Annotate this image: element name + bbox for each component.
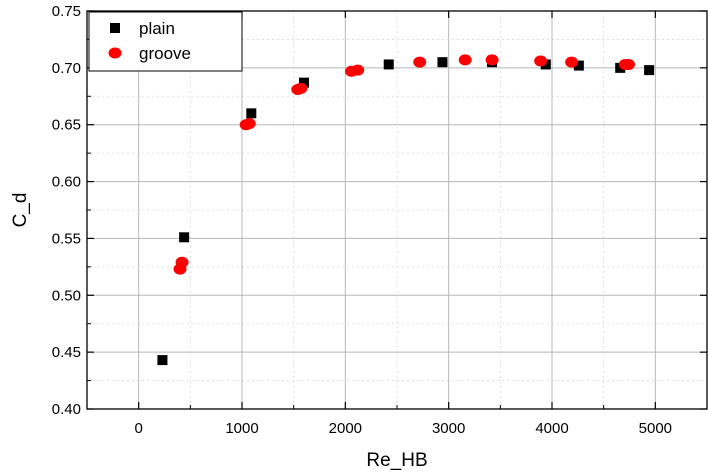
tick-labels: 0 1000 2000 3000 4000 5000 0.40 0.45 0.50 0.55 0.6… — [52, 3, 672, 437]
x-tick-label: 0 — [134, 420, 142, 437]
data-point-plain — [299, 77, 309, 88]
data-point-plain — [179, 232, 190, 243]
legend-marker-groove — [108, 47, 122, 59]
data-point-groove — [565, 56, 579, 68]
grid — [86, 11, 708, 409]
y-axis-title: C_d — [10, 193, 31, 228]
y-tick-label: 0.75 — [52, 3, 81, 20]
data-points — [157, 54, 655, 366]
y-tick-label: 0.50 — [52, 287, 81, 304]
legend-marker-plain — [110, 23, 120, 33]
y-tick-label: 0.70 — [52, 60, 81, 77]
y-tick-label: 0.55 — [52, 230, 81, 247]
data-point-groove — [294, 82, 308, 94]
data-point-plain — [383, 59, 394, 70]
legend-label-plain: plain — [139, 19, 175, 38]
legend-label-groove: groove — [139, 44, 191, 63]
data-point-groove — [485, 54, 499, 66]
x-tick-label: 4000 — [535, 420, 568, 437]
data-point-plain — [540, 59, 551, 70]
data-point-groove — [621, 58, 635, 70]
y-tick-label: 0.60 — [52, 174, 81, 191]
y-tick-label: 0.45 — [52, 344, 81, 361]
data-point-plain — [644, 65, 655, 76]
data-point-groove — [242, 118, 256, 130]
y-tick-label: 0.65 — [52, 117, 81, 134]
legend-box — [88, 11, 243, 72]
data-point-plain — [437, 57, 448, 68]
data-point-groove — [534, 55, 548, 67]
x-tick-label: 5000 — [639, 420, 672, 437]
data-point-plain — [615, 62, 626, 73]
y-tick-label: 0.40 — [52, 401, 81, 418]
data-point-groove — [458, 54, 472, 66]
x-tick-label: 1000 — [225, 420, 258, 437]
data-point-plain — [246, 108, 257, 119]
data-point-groove — [175, 256, 189, 268]
x-axis-title: Re_HB — [366, 450, 427, 471]
data-point-groove — [413, 56, 427, 68]
x-tick-label: 3000 — [432, 420, 465, 437]
legend: plain groove — [88, 11, 243, 72]
x-tick-label: 2000 — [329, 420, 362, 437]
data-point-plain — [573, 60, 584, 71]
data-point-groove — [351, 64, 365, 76]
data-point-plain — [157, 355, 168, 366]
